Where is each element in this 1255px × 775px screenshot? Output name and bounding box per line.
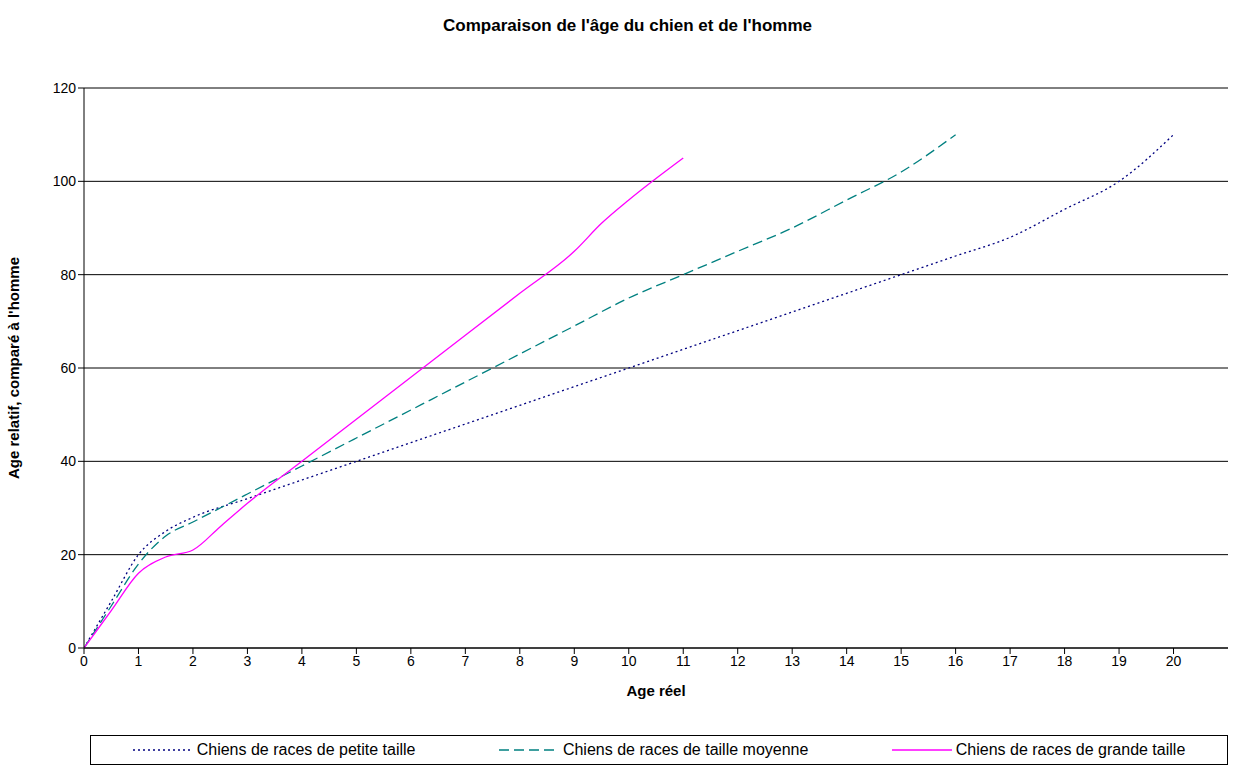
- svg-text:13: 13: [784, 653, 800, 669]
- svg-text:6: 6: [407, 653, 415, 669]
- svg-text:18: 18: [1057, 653, 1073, 669]
- svg-text:9: 9: [570, 653, 578, 669]
- html-text:Chiens de races de grande tail: Chiens de races de grande taille: [955, 741, 1186, 758]
- html-text:Chiens de races de taille moye: Chiens de races de taille moyenne: [562, 741, 809, 758]
- svg-text:100: 100: [53, 173, 77, 189]
- svg-text:4: 4: [298, 653, 306, 669]
- svg-text:20: 20: [60, 547, 76, 563]
- svg-text:Age relatif, comparé à l'homme: Age relatif, comparé à l'homme: [8, 257, 22, 479]
- svg-text:7: 7: [461, 653, 469, 669]
- html-text:Chiens de races de petite tail: Chiens de races de petite taille: [196, 741, 416, 758]
- svg-text:12: 12: [730, 653, 746, 669]
- svg-text:Age réel: Age réel: [626, 682, 685, 699]
- svg-text:5: 5: [352, 653, 360, 669]
- svg-text:17: 17: [1002, 653, 1018, 669]
- svg-text:1: 1: [135, 653, 143, 669]
- svg-text:16: 16: [948, 653, 964, 669]
- svg-text:19: 19: [1111, 653, 1127, 669]
- svg-text:0: 0: [80, 653, 88, 669]
- svg-text:2: 2: [189, 653, 197, 669]
- svg-text:80: 80: [60, 267, 76, 283]
- svg-text:20: 20: [1166, 653, 1182, 669]
- html-text:Comparaison de l'âge du chien: Comparaison de l'âge du chien et de l'ho…: [443, 16, 812, 35]
- svg-text:14: 14: [839, 653, 855, 669]
- svg-text:10: 10: [621, 653, 637, 669]
- svg-text:120: 120: [53, 80, 77, 96]
- svg-text:8: 8: [516, 653, 524, 669]
- svg-text:40: 40: [60, 453, 76, 469]
- svg-text:3: 3: [244, 653, 252, 669]
- svg-text:11: 11: [676, 653, 691, 669]
- svg-text:0: 0: [68, 640, 76, 656]
- svg-text:60: 60: [60, 360, 76, 376]
- svg-text:15: 15: [893, 653, 909, 669]
